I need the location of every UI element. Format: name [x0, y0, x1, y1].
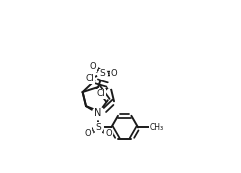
Text: CH₃: CH₃	[149, 123, 164, 132]
Text: S: S	[100, 69, 105, 78]
Text: O: O	[90, 62, 96, 71]
Text: N: N	[94, 108, 102, 119]
Text: O: O	[111, 69, 118, 78]
Text: Cl: Cl	[86, 74, 95, 83]
Text: O: O	[85, 129, 91, 138]
Text: S: S	[95, 123, 101, 132]
Text: Cl: Cl	[97, 89, 106, 98]
Text: O: O	[105, 129, 112, 138]
